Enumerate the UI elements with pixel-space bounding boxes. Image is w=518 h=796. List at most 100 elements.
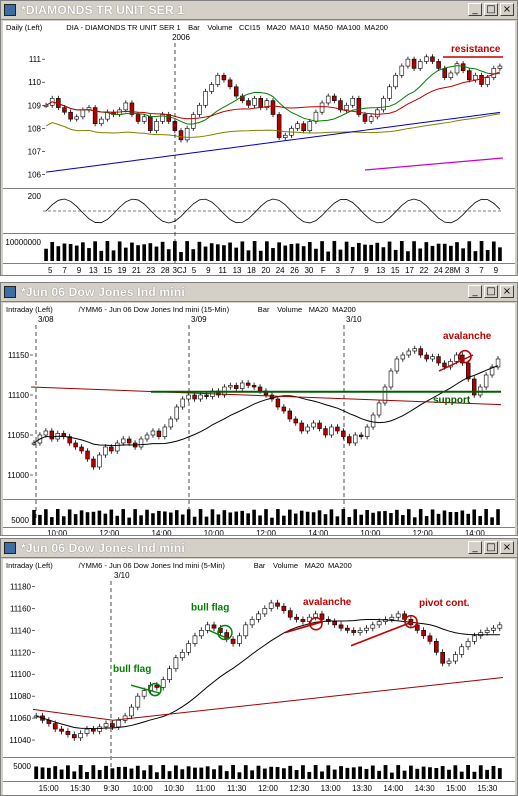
candle-body <box>393 74 398 88</box>
close-button[interactable]: × <box>500 3 514 16</box>
volume-bar <box>180 514 185 525</box>
window-titlebar[interactable]: *Jun 06 Dow Jones Ind mini _ □ × <box>1 283 517 302</box>
volume-bar <box>377 770 382 779</box>
volume-bar <box>428 767 432 779</box>
candle-body <box>454 63 460 74</box>
candle-body <box>294 616 299 620</box>
candle-body <box>205 624 210 631</box>
close-button[interactable]: × <box>500 541 514 554</box>
volume-bar <box>185 241 189 261</box>
window-ym-5min[interactable]: *Jun 06 Dow Jones Ind mini _ □ × Intrada… <box>0 538 518 796</box>
volume-bar <box>186 509 191 525</box>
candle-body <box>353 434 358 444</box>
volume-bar <box>381 247 386 261</box>
volume-bar <box>418 248 423 261</box>
volume-bar <box>455 242 459 261</box>
maximize-button[interactable]: □ <box>484 3 498 16</box>
x-tick-label: 26 <box>290 266 299 275</box>
volume-bar <box>123 247 128 261</box>
volume-bar <box>442 243 447 261</box>
maximize-button[interactable]: □ <box>484 541 498 554</box>
x-tick-label: 15 <box>103 266 112 275</box>
volume-bar <box>399 241 404 261</box>
x-tick-label: 17 <box>405 266 414 275</box>
window-title: *Jun 06 Dow Jones Ind mini <box>21 541 185 555</box>
volume-bar <box>250 770 255 779</box>
window-titlebar[interactable]: *Jun 06 Dow Jones Ind mini _ □ × <box>1 539 517 558</box>
candle-body <box>85 450 90 460</box>
x-tick-label: 13 <box>233 266 242 275</box>
header-label: Intraday (Left) <box>6 305 53 314</box>
ym-5min-chart[interactable]: Intraday (Left) /YMM6 - Jun 06 Dow Jones … <box>3 559 515 795</box>
diamonds-daily-chart[interactable]: Daily (Left) DIA - DIAMONDS TR UNIT SER 1… <box>3 21 515 275</box>
volume-bar <box>449 245 453 261</box>
candle-body <box>300 619 306 622</box>
candle-body <box>211 624 217 629</box>
candle-body <box>382 386 388 404</box>
volume-bar <box>50 517 54 525</box>
x-tick-label: 15:30 <box>70 784 91 793</box>
candle-body <box>479 74 484 85</box>
candle-body <box>347 436 352 444</box>
candle-body <box>234 385 239 389</box>
candle-body <box>178 130 184 141</box>
candle-body <box>424 56 429 62</box>
y-tick-label: 11000 <box>7 471 29 480</box>
header-label: MA20 <box>305 561 325 570</box>
candle-body <box>264 100 270 108</box>
window-ym-15min[interactable]: *Jun 06 Dow Jones Ind mini _ □ × Intrada… <box>0 282 518 536</box>
volume-bar <box>265 241 269 261</box>
candle-body <box>440 651 445 664</box>
candle-body <box>198 630 204 637</box>
volume-bar <box>97 770 102 779</box>
volume-bar <box>148 765 153 779</box>
candle-body <box>395 613 401 618</box>
x-tick-label: F <box>321 266 326 275</box>
volume-bar <box>364 768 369 779</box>
x-tick-label: 3 <box>465 266 470 275</box>
pane-divider <box>3 757 515 758</box>
candle-body <box>252 98 257 106</box>
window-diamonds[interactable]: *DIAMONDS TR UNIT SER 1 _ □ × Daily (Lef… <box>0 0 518 276</box>
minimize-button[interactable]: _ <box>468 3 482 16</box>
volume-bar <box>53 766 58 779</box>
candle-body <box>351 630 357 633</box>
candle-body <box>485 77 490 85</box>
candle-body <box>293 418 298 424</box>
volume-bar <box>332 241 337 261</box>
x-tick-label: 14:00 <box>152 529 173 535</box>
candle-body <box>245 382 251 386</box>
candle-body <box>489 366 495 376</box>
minimize-button[interactable]: _ <box>468 285 482 298</box>
volume-bar <box>473 251 478 261</box>
window-titlebar[interactable]: *DIAMONDS TR UNIT SER 1 _ □ × <box>1 1 517 20</box>
candle-body <box>233 86 239 97</box>
close-button[interactable]: × <box>500 285 514 298</box>
volume-bar <box>243 765 248 779</box>
candle-body <box>376 402 382 416</box>
date-label: 3/10 <box>114 571 130 580</box>
candle-body <box>148 116 153 131</box>
volume-bar <box>282 515 286 525</box>
volume-bar <box>121 509 125 525</box>
volume-bar <box>436 243 441 261</box>
pane-divider <box>3 527 515 528</box>
bull-flag-annotation: bull flag <box>191 603 229 614</box>
volume-bar <box>424 516 429 525</box>
volume-bar <box>133 509 137 525</box>
volume-bar <box>110 768 115 779</box>
candle-body <box>299 422 304 432</box>
x-tick-label: 14:30 <box>415 784 436 793</box>
maximize-button[interactable]: □ <box>484 285 498 298</box>
y-tick-label: 11120 <box>10 648 32 657</box>
candle-body <box>197 104 202 115</box>
volume-bar <box>339 766 343 779</box>
ym-15min-chart[interactable]: Intraday (Left) /YMM6 - Jun 06 Dow Jones … <box>3 303 515 535</box>
candle-body <box>364 627 369 631</box>
volume-bar <box>163 511 167 525</box>
minimize-button[interactable]: _ <box>468 541 482 554</box>
header-label: Volume <box>273 561 298 570</box>
volume-bar <box>293 513 298 525</box>
bull-flag-line <box>130 684 160 694</box>
candle-body <box>160 679 166 688</box>
